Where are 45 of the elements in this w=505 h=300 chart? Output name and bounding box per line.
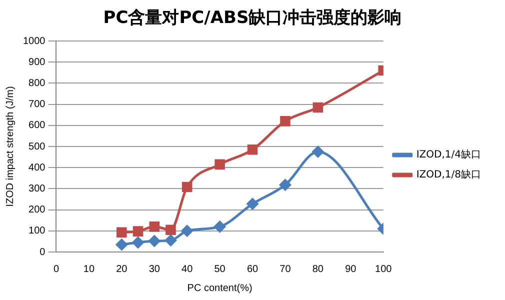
point bbox=[148, 235, 160, 247]
y-tick-label: 600 bbox=[28, 120, 46, 132]
y-tick-label: 500 bbox=[28, 141, 46, 152]
point bbox=[149, 222, 160, 232]
point bbox=[280, 116, 290, 126]
point bbox=[116, 227, 127, 238]
y-axis-title: IZOD impact strength (J/m) bbox=[4, 86, 16, 207]
x-tick-label: 20 bbox=[116, 264, 128, 275]
y-tick-label: 900 bbox=[28, 56, 46, 68]
point bbox=[181, 225, 193, 237]
y-tick-label: 0 bbox=[40, 246, 46, 258]
legend-label: IZOD,1/4缺口 bbox=[416, 148, 482, 161]
y-tick-label: 1000 bbox=[22, 36, 46, 47]
point bbox=[132, 236, 144, 248]
point bbox=[214, 220, 226, 232]
point bbox=[116, 238, 128, 250]
x-tick-label: 0 bbox=[53, 264, 60, 275]
x-tick-label: 40 bbox=[182, 264, 194, 275]
x-tick-label: 80 bbox=[312, 264, 324, 275]
point bbox=[164, 234, 176, 246]
point bbox=[312, 102, 324, 113]
point bbox=[279, 179, 291, 191]
point bbox=[312, 146, 324, 158]
chart-title: PC含量对PC/ABS缺口冲击强度的影响 bbox=[102, 7, 403, 29]
point bbox=[247, 144, 258, 155]
x-tick-label: 70 bbox=[280, 264, 292, 275]
x-tick-label: 60 bbox=[246, 264, 259, 275]
legend-label: IZOD,1/8缺口 bbox=[416, 168, 482, 181]
y-tick-label: 100 bbox=[28, 226, 46, 237]
y-tick-label: 200 bbox=[28, 204, 46, 216]
x-axis-title: PC content(%) bbox=[187, 282, 252, 294]
x-tick-label: 90 bbox=[345, 264, 357, 275]
y-tick-label: 300 bbox=[28, 183, 46, 194]
y-tick-label: 700 bbox=[28, 99, 46, 110]
x-tick-label: 100 bbox=[375, 264, 392, 275]
y-tick-label: 800 bbox=[28, 78, 46, 89]
x-tick-label: 50 bbox=[214, 264, 226, 275]
point bbox=[132, 226, 144, 236]
x-tick-label: 30 bbox=[148, 264, 160, 275]
point bbox=[214, 159, 225, 170]
point bbox=[246, 198, 258, 210]
point bbox=[182, 182, 192, 192]
x-tick-label: 10 bbox=[83, 264, 95, 275]
point bbox=[166, 224, 176, 235]
y-tick-label: 400 bbox=[28, 162, 46, 174]
